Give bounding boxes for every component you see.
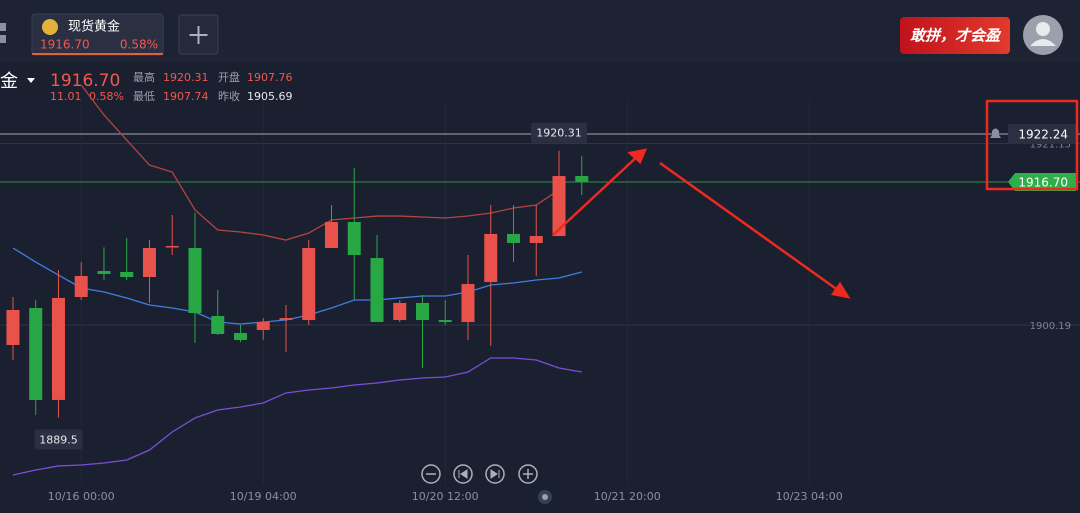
candle-body <box>506 233 520 243</box>
band-line <box>12 357 582 476</box>
y-tick-label: 1921.15 <box>1030 139 1071 150</box>
candle-body <box>370 258 384 323</box>
label: 开盘 <box>218 70 240 84</box>
candle-body <box>575 176 589 183</box>
label: 昨收 <box>218 89 240 103</box>
candle-body <box>233 333 247 340</box>
y-tick-label: 1900.19 <box>1030 321 1071 332</box>
x-tick-label: 10/20 12:00 <box>412 490 479 503</box>
plot <box>6 84 589 476</box>
overlay: 1921.15 1900.19 10/16 00:00 10/19 04:00 10/2… <box>34 122 1076 503</box>
symbol-tab[interactable]: 现货黄金 1916.70 0.58% <box>31 13 164 56</box>
min-label: 1889.5 <box>39 434 78 447</box>
tab-change: 0.58% <box>120 38 158 52</box>
label: 最低 <box>133 90 155 103</box>
zoom-out-button[interactable] <box>421 464 441 484</box>
menu-icon[interactable] <box>0 23 6 43</box>
to-end-button[interactable] <box>485 464 505 484</box>
candle-body <box>51 297 65 400</box>
quote-change: 11.01 <box>50 90 82 103</box>
x-tick-label: 10/23 04:00 <box>776 490 843 503</box>
x-tick-label: 10/21 20:00 <box>594 490 661 503</box>
candle-body <box>165 246 179 248</box>
candle-body <box>324 222 338 248</box>
candle-body <box>529 236 543 243</box>
candle-body <box>120 271 134 278</box>
scroll-handle[interactable] <box>538 490 552 504</box>
max-label-box <box>530 122 587 143</box>
add-tab-button[interactable] <box>178 14 219 55</box>
candle-body <box>393 302 407 321</box>
candle-body <box>552 176 566 237</box>
candle-body <box>484 233 498 283</box>
quote-change-pct: 0.58% <box>89 90 124 103</box>
quote-symbol[interactable]: 金 <box>0 71 18 92</box>
max-label: 1920.31 <box>536 127 582 140</box>
candle-body <box>188 247 202 314</box>
banner-text: 敢拼，才会盈 <box>910 27 1002 45</box>
price-tag <box>1008 173 1076 192</box>
value: 1905.69 <box>247 90 293 103</box>
band-line <box>80 84 560 241</box>
zoom-in-button[interactable] <box>518 464 538 484</box>
x-tick-label: 10/19 04:00 <box>230 490 297 503</box>
to-start-button[interactable] <box>453 464 473 484</box>
candle-body <box>347 222 361 256</box>
price-tag <box>1008 124 1076 145</box>
dropdown-icon[interactable] <box>27 78 35 83</box>
alert-icon <box>990 128 1001 139</box>
price-tag-label: 1916.70 <box>1018 176 1068 190</box>
x-tick-label: 10/16 00:00 <box>48 490 115 503</box>
candle-body <box>415 302 429 321</box>
tab-price: 1916.70 <box>40 38 90 52</box>
candle-body <box>461 284 475 323</box>
candle-body <box>302 247 316 321</box>
value: 1907.74 <box>163 90 209 103</box>
candle-body <box>438 320 452 323</box>
band-line <box>12 247 582 325</box>
candle-body <box>279 318 293 321</box>
promo-banner[interactable]: 敢拼，才会盈 <box>900 17 1010 54</box>
label: 最高 <box>133 70 155 84</box>
candle-body <box>142 247 156 278</box>
tab-name: 现货黄金 <box>68 19 120 35</box>
candle-body <box>211 315 225 334</box>
quote-price: 1916.70 <box>50 71 120 91</box>
candle-body <box>6 309 20 345</box>
min-label-box <box>34 429 83 450</box>
candle-body <box>74 275 88 298</box>
candle-body <box>29 308 43 400</box>
candle-body <box>256 322 270 330</box>
price-tag-label: 1922.24 <box>1018 128 1068 142</box>
value: 1907.76 <box>247 71 293 84</box>
value: 1920.31 <box>163 71 209 84</box>
avatar[interactable] <box>1023 15 1063 55</box>
candle-body <box>97 271 111 274</box>
drawn-annotation <box>552 99 1079 299</box>
